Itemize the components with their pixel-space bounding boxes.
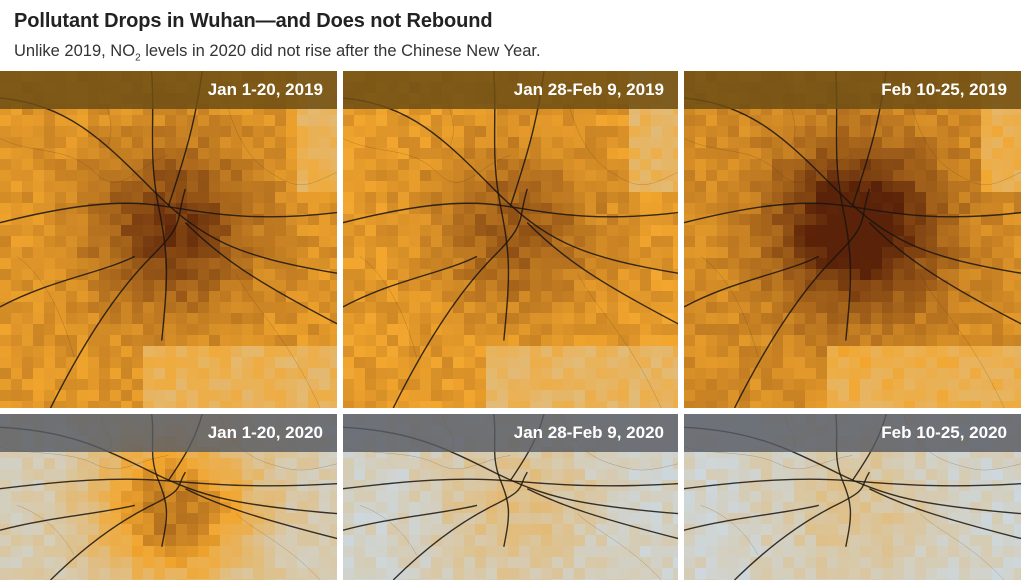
road-line — [527, 489, 678, 539]
road-line — [0, 479, 337, 489]
boundary-line — [236, 514, 320, 580]
road-line — [494, 71, 509, 341]
panel-label: Jan 28-Feb 9, 2020 — [343, 414, 678, 452]
map-panel-feb-10-25-2019: Feb 10-25, 2019 — [684, 71, 1021, 408]
road-line — [869, 223, 1021, 324]
boundary-line — [360, 256, 417, 357]
boundary-line — [920, 273, 1004, 408]
road-line — [185, 223, 337, 324]
boundary-line — [17, 256, 74, 357]
road-line — [343, 256, 477, 307]
no2-heatmap — [684, 71, 1021, 408]
panel-label: Feb 10-25, 2020 — [684, 414, 1021, 452]
map-panel-jan-28-feb-9-2020: Jan 28-Feb 9, 2020 — [343, 414, 678, 580]
road-line — [393, 189, 527, 408]
road-line — [51, 472, 186, 580]
boundary-line — [684, 138, 853, 182]
road-line — [0, 505, 135, 530]
map-panel-jan-28-feb-9-2019: Jan 28-Feb 9, 2019 — [343, 71, 678, 408]
boundary-line — [343, 138, 511, 182]
road-line — [684, 203, 1021, 222]
road-line — [836, 71, 851, 341]
boundary-line — [360, 505, 417, 555]
road-line — [869, 489, 1021, 539]
boundary-line — [0, 138, 169, 182]
boundary-line — [920, 514, 1004, 580]
map-panel-jan-1-20-2019: Jan 1-20, 2019 — [0, 71, 337, 408]
map-panel-jan-1-20-2020: Jan 1-20, 2020 — [0, 414, 337, 580]
boundary-line — [578, 514, 662, 580]
boundary-line — [17, 505, 74, 555]
road-line — [684, 98, 1021, 273]
road-line — [735, 189, 870, 408]
boundary-line — [701, 256, 758, 357]
road-line — [735, 472, 870, 580]
road-line — [0, 98, 337, 273]
page-subtitle: Unlike 2019, NO2 levels in 2020 did not … — [14, 42, 541, 64]
road-line — [343, 505, 477, 530]
panel-label: Jan 28-Feb 9, 2019 — [343, 71, 678, 109]
road-line — [0, 256, 135, 307]
boundary-line — [236, 273, 320, 408]
road-line — [684, 479, 1021, 489]
road-line — [152, 71, 167, 341]
road-line — [185, 489, 337, 539]
road-line — [343, 98, 678, 273]
road-line — [684, 256, 819, 307]
panel-label: Jan 1-20, 2019 — [0, 71, 337, 109]
page-title: Pollutant Drops in Wuhan—and Does not Re… — [14, 10, 493, 32]
map-panel-feb-10-25-2020: Feb 10-25, 2020 — [684, 414, 1021, 580]
panel-label: Feb 10-25, 2019 — [684, 71, 1021, 109]
no2-heatmap — [0, 71, 337, 408]
panel-label: Jan 1-20, 2020 — [0, 414, 337, 452]
road-line — [684, 505, 819, 530]
boundary-line — [701, 505, 758, 555]
road-line — [51, 189, 186, 408]
no2-heatmap — [343, 71, 678, 408]
boundary-line — [578, 273, 662, 408]
road-line — [527, 223, 678, 324]
road-line — [0, 203, 337, 222]
road-line — [343, 203, 678, 222]
road-line — [393, 472, 527, 580]
road-line — [343, 479, 678, 489]
